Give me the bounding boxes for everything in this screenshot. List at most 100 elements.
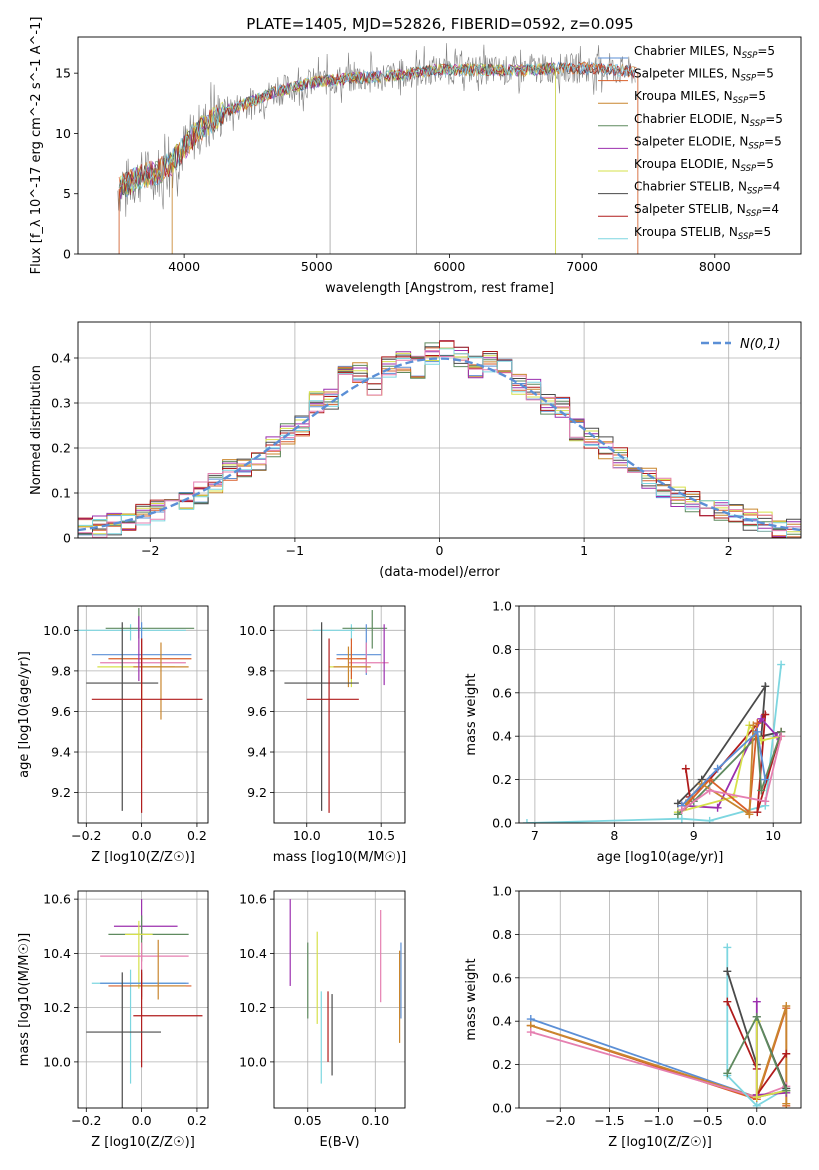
mass-weight-kroupa-stelib-marker [705, 816, 714, 823]
plot-area-age-vs-mass [284, 610, 389, 813]
legend-count: =5 [757, 44, 775, 58]
mass-weight-salpeter-stelib-marker [723, 997, 732, 1006]
y-tick-label: 0.2 [492, 1057, 512, 1072]
legend-entry: N(0,1) [740, 337, 781, 352]
x-tick-label: 10 [765, 828, 781, 843]
mass-weight-chabrier-elodie-marker [782, 1086, 791, 1095]
model-spectrum-chabrier-stelib [118, 61, 635, 196]
y-tick-label: 10 [55, 126, 71, 141]
y-tick-label: 1.0 [492, 599, 512, 614]
y-tick-label: 0.2 [492, 772, 512, 787]
x-tick-label: −2.0 [545, 1113, 575, 1128]
x-axis-label: Z [log10(Z/Z☉)] [608, 1135, 712, 1150]
y-tick-label: 9.6 [51, 704, 71, 719]
x-tick-label: 0.05 [294, 1113, 322, 1128]
y-tick-label: 0.6 [492, 685, 512, 700]
mass-weight-chabrier-miles-marker [753, 727, 762, 736]
x-tick-label: 0.2 [187, 828, 207, 843]
mass-weight-salpeter-stelib-marker [782, 1049, 791, 1058]
y-tick-label: 9.4 [51, 745, 71, 760]
mass-weight-salpeter-stelib-marker [761, 710, 770, 719]
x-tick-label: −0.5 [692, 1113, 722, 1128]
mass-weight-kroupa-miles-marker [745, 810, 754, 819]
mass-weight-chabrier-elodie-marker [757, 786, 766, 795]
legend-entry: Salpeter STELIB, NSSP=4 [634, 202, 779, 219]
mass-weight-chabrier-miles-marker [761, 775, 770, 784]
mass-weight-pink-marker [526, 1028, 535, 1037]
mass-weight-kroupa-stelib-line [726, 947, 787, 1107]
axes-frame [77, 605, 209, 824]
legend-subscript: SSP [738, 232, 754, 242]
y-tick-label: 0 [63, 247, 71, 262]
x-tick-label: 4000 [168, 259, 200, 274]
y-tick-label: 0.3 [51, 396, 71, 411]
x-tick-label: 6000 [434, 259, 466, 274]
y-tick-label: 9.2 [51, 785, 71, 800]
axes-frame [77, 321, 802, 539]
x-tick-label: −0.2 [71, 828, 101, 843]
plot-area-age-vs-Z [78, 608, 203, 813]
histogram-pink [78, 350, 801, 538]
legend-subscript: SSP [733, 96, 749, 106]
legend-count: =5 [756, 157, 774, 171]
mass-weight-kroupa-stelib-marker [777, 660, 786, 669]
mass-weight-kroupa-stelib-marker [752, 1101, 761, 1108]
mass-weight-salpeter-stelib-marker [753, 808, 762, 817]
mass-weight-pink-line [681, 735, 782, 811]
x-tick-label: −0.2 [71, 1113, 101, 1128]
y-tick-label: 5 [63, 186, 71, 201]
y-tick-label: 10.6 [43, 892, 71, 907]
y-tick-label: 10.0 [239, 623, 267, 638]
legend-entry: Chabrier STELIB, NSSP=4 [634, 180, 780, 197]
gaussian-curve [78, 357, 801, 532]
y-tick-label: 0.2 [51, 441, 71, 456]
plot-area-mass-vs-Z [86, 899, 203, 1108]
x-axis-label: wavelength [Angstrom, rest frame] [325, 281, 554, 296]
axes-frame [77, 890, 209, 1109]
y-tick-label: 10.0 [43, 623, 71, 638]
legend-count: =5 [756, 67, 774, 81]
mass-weight-chabrier-miles-line [681, 730, 767, 807]
y-tick-label: 0.4 [492, 1014, 512, 1029]
mass-weight-kroupa-stelib-line [526, 664, 782, 823]
legend-entry: Chabrier MILES, NSSP=5 [634, 44, 775, 61]
y-tick-label: 0.0 [492, 1101, 512, 1116]
x-axis-label: age [log10(age/yr)] [597, 850, 724, 865]
y-tick-label: 0.6 [492, 970, 512, 985]
mass-weight-salpeter-miles-line [685, 723, 759, 814]
mass-weight-kroupa-stelib-marker [677, 814, 686, 823]
legend-entry: Kroupa MILES, NSSP=5 [634, 89, 766, 106]
mass-weight-salpeter-stelib-line [684, 711, 782, 813]
model-spectrum-salpeter-stelib [118, 61, 636, 201]
y-tick-label: 9.4 [247, 745, 267, 760]
panel-mass-vs-Z: −0.2 0.0 0.2 10.0 10.2 10.4 10.6 Z [log10(Z/Z☉)… [17, 890, 209, 1150]
legend-entry: Salpeter ELODIE, NSSP=5 [634, 134, 782, 151]
legend-count: =4 [761, 202, 779, 216]
spectrum-legend: Chabrier MILES, NSSP=5 Salpeter MILES, NS… [598, 44, 783, 242]
y-tick-label: 10.6 [239, 892, 267, 907]
x-tick-label: 0.0 [132, 1113, 152, 1128]
mass-weight-salpeter-elodie-marker [752, 997, 761, 1006]
x-axis-label: mass [log10(M/M☉)] [273, 850, 406, 865]
mass-weight-kroupa-miles-marker [749, 721, 758, 730]
legend-count: =5 [765, 112, 783, 126]
x-tick-label: 9 [690, 828, 698, 843]
mass-weight-pink-marker [761, 797, 770, 806]
mass-weight-kroupa-stelib-marker [723, 943, 732, 952]
x-tick-label: 0.0 [132, 828, 152, 843]
legend-subscript: SSP [747, 187, 763, 197]
panel-residuals: −2 −1 0 1 2 0 0.1 0.2 0.3 0.4 (data-model)/error No… [29, 321, 802, 580]
plot-area-residuals [78, 340, 801, 538]
legend-count: =4 [763, 180, 781, 194]
legend-entry: Salpeter MILES, NSSP=5 [634, 67, 774, 84]
y-axis-label: mass weight [464, 958, 479, 1040]
plot-area-spectrum [117, 43, 639, 254]
y-tick-label: 0.8 [492, 927, 512, 942]
axes-frame [273, 605, 406, 824]
mass-weight-kroupa-elodie-marker [752, 1093, 761, 1102]
mass-weight-salpeter-elodie-marker [713, 803, 722, 812]
legend-subscript: SSP [746, 209, 762, 219]
legend-entry: Kroupa STELIB, NSSP=5 [634, 225, 771, 242]
y-tick-label: 0.1 [51, 486, 71, 501]
legend-entry: Chabrier ELODIE, NSSP=5 [634, 112, 783, 129]
